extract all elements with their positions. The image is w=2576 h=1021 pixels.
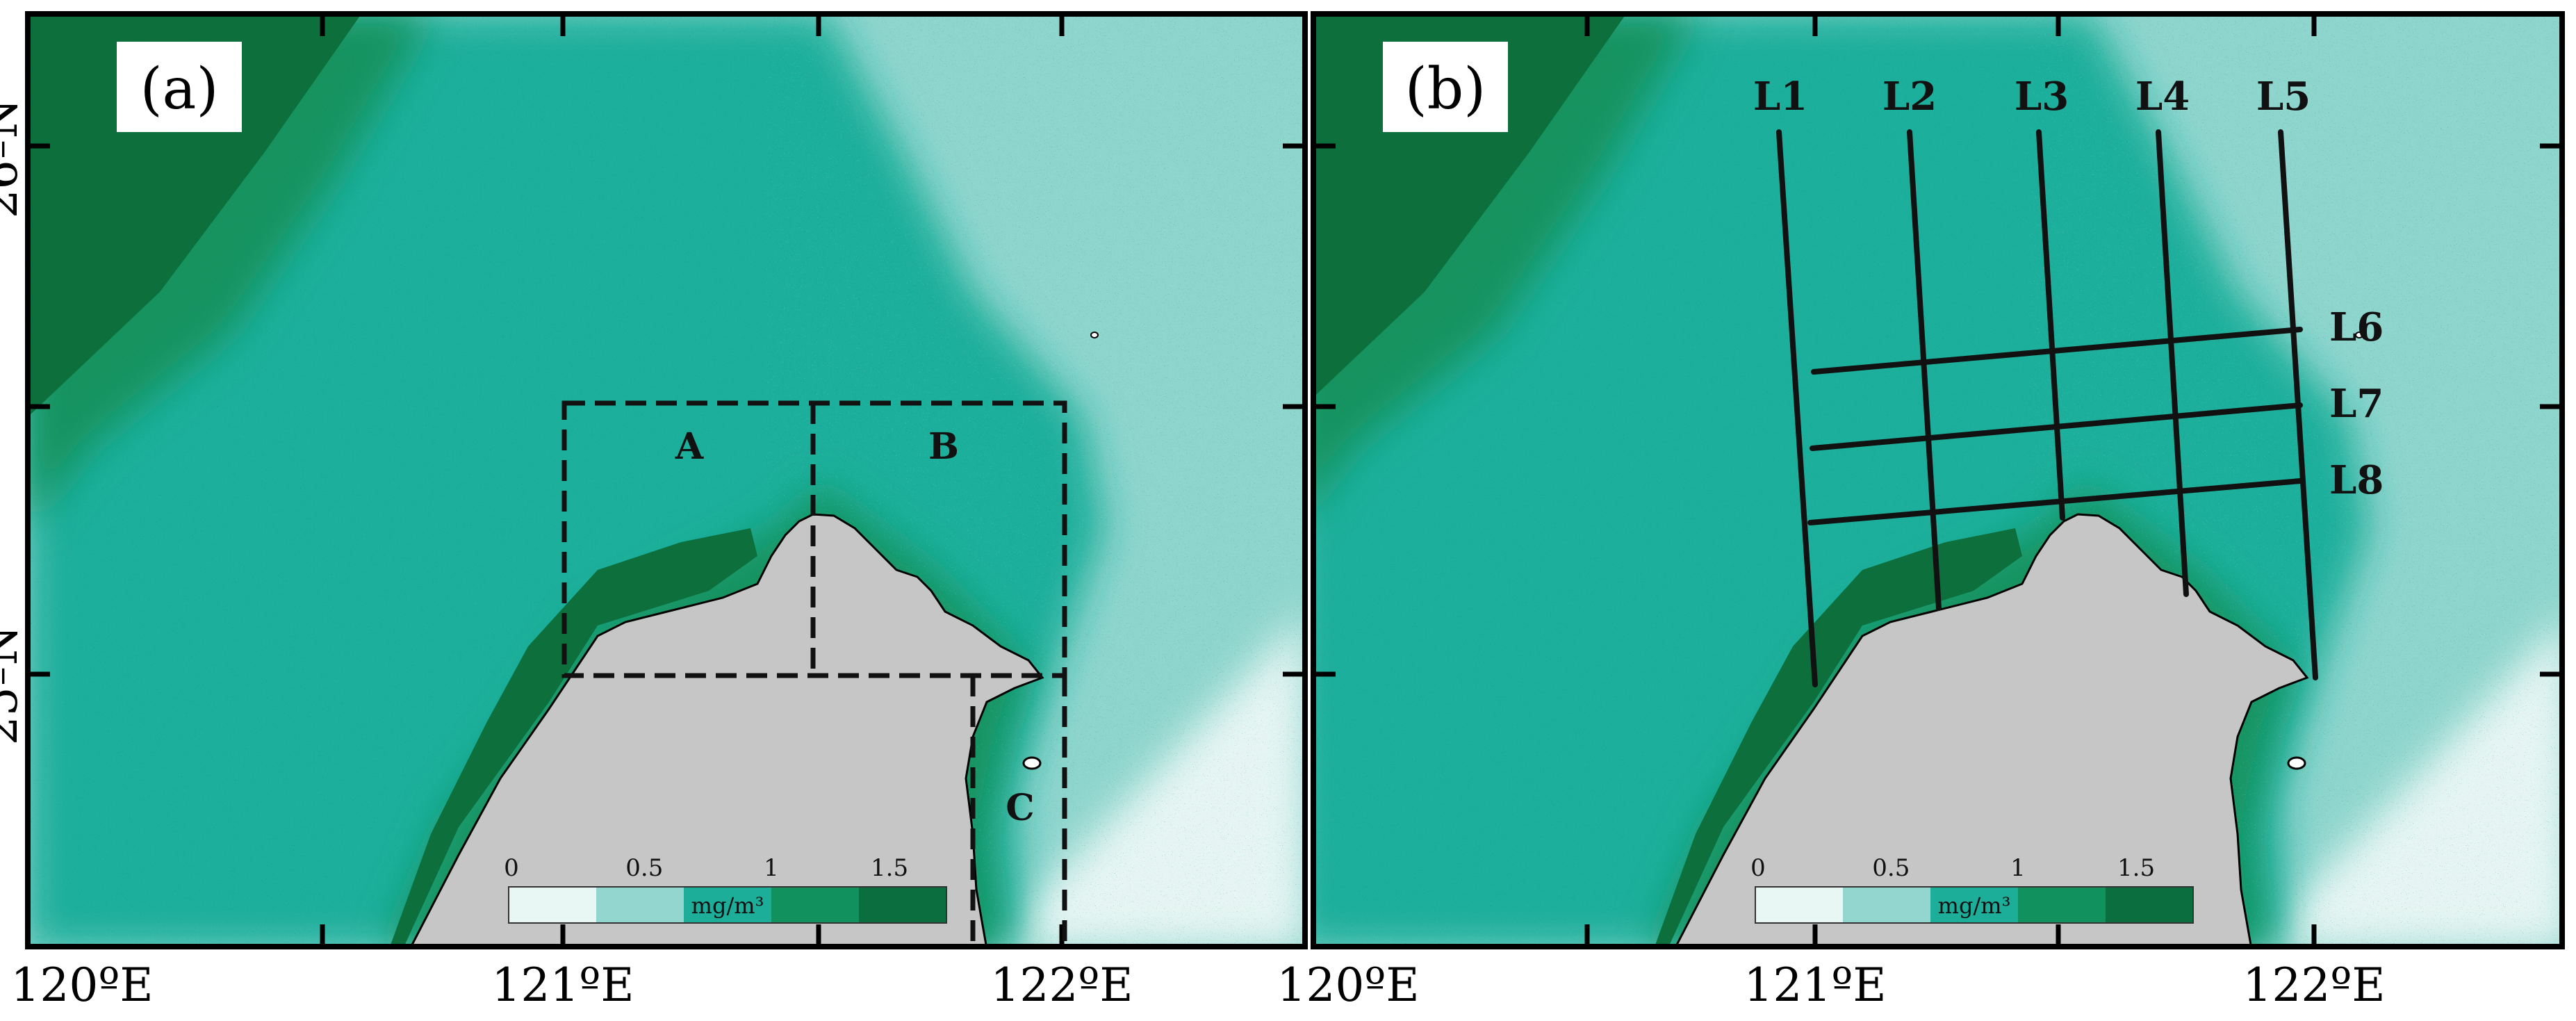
transect-label-l8: L8 [2329,457,2384,503]
x-tick-b-120: 120ºE [1277,958,1419,1012]
panel-b-field-bands [1313,14,2562,947]
panel-a-ticks [28,14,1305,947]
x-tick-a-122: 122ºE [990,958,1133,1012]
region-label-c: C [1006,787,1034,829]
colorbar-swatch [1930,887,2018,923]
colorbar-unit: mg/m³ [1938,892,2011,919]
transect-l4 [2156,129,2189,597]
colorbar-swatch [2106,887,2193,923]
colorbar-swatch [771,887,859,923]
x-axis-labels: 120ºE 121ºE 122ºE 120ºE 121ºE 122ºE [10,958,2385,1012]
colorbar-swatch [509,887,596,923]
panel-a-frame [25,11,1308,949]
panel-b-frame [1311,11,2565,949]
transect-l2 [1907,129,1942,611]
panel-a-field-bands [28,14,1305,947]
region-label-a: A [675,425,704,468]
transect-label-l5: L5 [2256,74,2311,120]
colorbar-swatch [596,887,684,923]
transect-l7 [1810,402,2303,451]
colorbar-swatch [1755,887,1843,923]
panel-b-map: L1 L2 L3 L4 L5 L6 L7 L8 (b) 0 0.5 1 1.5 mg/m… [1311,11,2565,949]
island [1022,756,1042,770]
panel-b-label-box [1383,42,1508,132]
colorbar-swatch [859,887,946,923]
colorbar-tick-label: 1.5 [2117,854,2155,882]
colorbar-tick-label: 0.5 [625,854,663,882]
region-boxes [561,400,1067,947]
y-axis-labels: 26ºN 25ºN [0,99,28,746]
y-tick-26n: 26ºN [0,99,28,219]
transect-label-l3: L3 [2015,74,2069,120]
panel-b-label: (b) [1405,56,1486,122]
colorbar-tick-label: 0.5 [1872,854,1910,882]
transect-label-l4: L4 [2135,74,2190,120]
panel-b-chlorophyll-field [1313,14,2562,947]
x-tick-b-122: 122ºE [2242,958,2385,1012]
panel-a-chlorophyll-field [28,14,1305,947]
islet [2355,332,2363,338]
transect-l3 [2036,129,2065,521]
transect-l1 [1776,129,1818,687]
colorbar-tick-label: 1.5 [871,854,908,882]
y-tick-25n: 25ºN [0,626,28,746]
colorbar-tick-label: 1 [2010,854,2026,882]
transect-lines [1776,129,2318,687]
colorbar-swatch [684,887,771,923]
panel-a-colorbar: 0 0.5 1 1.5 mg/m³ [504,854,947,924]
colorbar-swatch [2018,887,2106,923]
colorbar-tick-label: 0 [504,854,519,882]
land-taiwan [409,513,1044,947]
transect-l8 [1807,478,2303,525]
panel-b-colorbar: 0 0.5 1 1.5 mg/m³ [1750,854,2194,924]
islet [1090,332,1099,338]
transect-labels: L1 L2 L3 L4 L5 L6 L7 L8 [1753,74,2384,503]
x-tick-a-121: 121ºE [491,958,634,1012]
x-tick-b-121: 121ºE [1744,958,1886,1012]
x-tick-a-120: 120ºE [10,958,153,1012]
colorbar-unit: mg/m³ [691,892,764,919]
panel-a-label-box [117,42,242,132]
transect-label-l2: L2 [1882,74,1937,120]
transect-l6 [1811,327,2303,375]
colorbar-tick-label: 0 [1750,854,1766,882]
panel-a-label: (a) [140,56,219,122]
transect-label-l6: L6 [2329,304,2384,350]
colorbar-tick-label: 1 [764,854,779,882]
island [2287,756,2306,770]
region-label-b: B [928,425,959,468]
panel-a-map: A B C (a) 0 0.5 1 1.5 mg/m³ [25,11,1308,949]
colorbar-swatch [1843,887,1930,923]
transect-label-l7: L7 [2329,381,2384,427]
panel-b-ticks [1313,14,2562,947]
transect-label-l1: L1 [1753,74,1807,120]
land-taiwan [1674,513,2309,947]
